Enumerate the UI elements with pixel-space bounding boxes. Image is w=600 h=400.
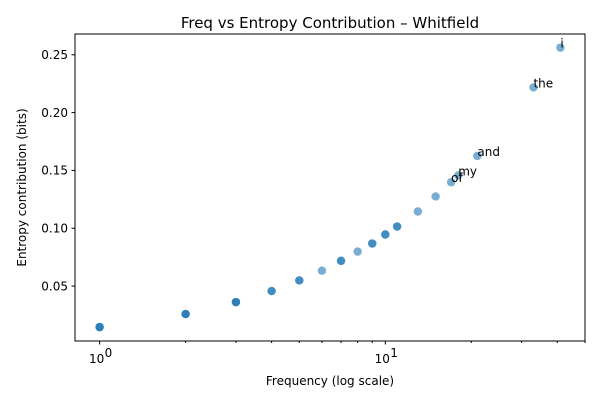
annotation-label: of [451,171,463,185]
annotation-label: the [533,76,553,90]
y-tick-label: 0.10 [41,222,68,236]
data-point [181,309,190,319]
data-point [231,297,241,307]
y-axis-label: Entropy contribution (bits) [15,108,29,266]
x-tick-label: 10 [375,352,390,366]
plot-frame [74,33,586,342]
data-point [413,207,423,216]
data-point [295,276,304,285]
data-point [446,178,456,187]
data-point [353,247,362,256]
data-point [368,239,377,248]
data-point [267,286,276,296]
data-point [317,266,327,275]
data-point [381,230,390,239]
y-axis: 0.05 0.10 0.15 0.20 0.25 [41,48,75,293]
data-point [392,222,402,231]
y-tick-label: 0.05 [41,279,68,293]
y-tick-label: 0.25 [41,48,68,62]
data-point [95,322,104,332]
data-point [336,256,346,266]
y-tick-label: 0.15 [41,164,68,178]
data-point [454,171,463,180]
x-tick-label: 10 [89,352,104,366]
annotation-label: my [458,164,477,178]
y-tick-label: 0.20 [41,106,68,120]
annotation-label: and [477,145,500,159]
x-axis: 10 0 10 1 [89,341,586,366]
x-axis-label: Frequency (log scale) [266,374,394,388]
annotation-label: i [560,37,563,51]
data-point [431,192,440,201]
chart-title: Freq vs Entropy Contribution – Whitfield [181,14,479,32]
data-point [556,43,565,52]
data-point [473,151,482,161]
x-tick-exponent: 1 [390,346,398,360]
points-layer [95,43,565,332]
x-tick-exponent: 0 [105,346,113,360]
data-point [529,83,538,92]
